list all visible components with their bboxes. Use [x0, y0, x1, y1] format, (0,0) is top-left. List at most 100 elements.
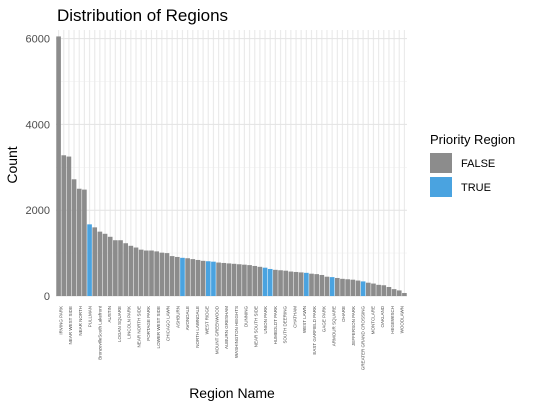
x-tick-label: GREATER GRAND CROSSING — [361, 306, 366, 371]
bar — [118, 240, 123, 296]
x-tick-label: SOUTH DEERING — [283, 306, 288, 344]
bar — [128, 245, 134, 296]
bar — [247, 265, 252, 296]
x-tick-label: IRVING PARK — [58, 306, 63, 335]
legend-label-true: TRUE — [461, 182, 491, 194]
x-tick-label: ASHBURN — [175, 306, 180, 328]
bar — [273, 269, 278, 296]
x-tick-label: WEST RIDGE — [205, 306, 210, 334]
bar — [298, 272, 304, 296]
bar — [376, 284, 381, 296]
legend-label-false: FALSE — [461, 158, 495, 170]
bar — [231, 263, 237, 296]
bar — [154, 251, 159, 296]
bar — [386, 286, 392, 296]
bar — [107, 236, 113, 296]
bar — [164, 253, 170, 296]
bar — [159, 252, 165, 296]
bar — [391, 289, 397, 296]
bar — [309, 273, 314, 296]
x-tick-label: OAKLAND — [380, 305, 385, 327]
bar — [293, 271, 299, 296]
bar — [267, 268, 273, 296]
bar — [355, 280, 361, 296]
bar — [87, 224, 92, 296]
bar — [345, 279, 350, 296]
bar — [97, 231, 103, 296]
legend-swatch-false — [430, 153, 452, 173]
x-tick-label: MOUNT GREENWOOD — [214, 305, 219, 354]
x-tick-label: CHICAGO LAWN — [166, 306, 171, 341]
bar — [200, 260, 206, 296]
bar — [144, 250, 149, 296]
bars — [56, 36, 407, 296]
bar — [71, 179, 77, 296]
bar — [180, 257, 185, 296]
x-tick-label: WOODLAWN — [400, 306, 405, 333]
x-tick-label: LOGAN SQUARE — [117, 306, 122, 342]
bar — [190, 259, 196, 296]
bar — [350, 279, 356, 296]
bar — [113, 240, 118, 296]
bar — [396, 290, 402, 296]
x-tick-label: WEST LAWN — [302, 306, 307, 333]
x-tick-label: NEAR SOUTH SIDE — [253, 306, 258, 347]
bar — [216, 262, 221, 296]
bar — [56, 36, 61, 296]
bar — [226, 263, 232, 296]
bar — [102, 233, 108, 296]
x-tick-label: JEFFERSON PARK — [351, 306, 356, 346]
x-tick-label: HEGEWISCH — [390, 306, 395, 334]
bar — [257, 266, 263, 296]
x-tick-label: PULLMAN — [88, 306, 93, 327]
y-tick-label: 0 — [44, 291, 50, 303]
x-tick-label: WASHINGTON HEIGHTS — [234, 306, 239, 358]
bar — [365, 282, 371, 296]
bar — [133, 247, 139, 296]
bar — [242, 264, 247, 296]
bar — [319, 274, 325, 296]
bar — [314, 274, 319, 296]
x-tick-label: UNION PARK — [263, 306, 268, 334]
plot-area: 0 2000 4000 6000 IRVING PARK NEAR WEST SIDE N… — [26, 30, 407, 370]
x-tick-label: NORTH LAWNDALE — [195, 306, 200, 348]
bar — [329, 277, 335, 296]
bar — [138, 249, 144, 296]
bar — [185, 258, 190, 296]
y-tick-label: 6000 — [26, 34, 50, 46]
bar — [304, 272, 309, 296]
bar — [221, 262, 227, 296]
bar — [288, 271, 294, 296]
x-tick-label: AUBURN GRESHAM — [224, 306, 229, 349]
x-tick-label: LINCOLN PARK — [127, 306, 132, 339]
bar — [402, 292, 407, 296]
bar — [92, 227, 98, 296]
x-tick-label: EAST GARFIELD PARK — [312, 306, 317, 355]
bar — [66, 156, 72, 296]
bar — [340, 278, 345, 296]
bar — [149, 250, 154, 296]
bar — [195, 259, 201, 296]
bar — [123, 243, 129, 296]
x-tick-label: AVONDALE — [185, 306, 190, 330]
x-tick-label: ARMOUR SQUARE — [331, 306, 336, 346]
bar — [371, 283, 376, 296]
bar — [381, 285, 387, 296]
y-axis: 0 2000 4000 6000 — [26, 34, 50, 303]
bar — [211, 261, 216, 296]
x-tick-label: AUSTIN — [107, 306, 112, 323]
bar — [169, 256, 175, 296]
x-tick-label: DUNNING — [244, 306, 249, 327]
bar — [324, 276, 330, 296]
bar — [174, 256, 180, 296]
y-tick-label: 2000 — [26, 205, 50, 217]
bar — [82, 189, 87, 296]
x-tick-label: OHARE — [341, 306, 346, 322]
x-tick-label: LOWER WEST SIDE — [156, 306, 161, 348]
x-tick-label: NEAR NORTH — [78, 306, 83, 336]
bar — [205, 261, 211, 296]
y-axis-title: Count — [4, 146, 20, 183]
x-tick-label: HUMBOLDT PARK — [273, 306, 278, 344]
